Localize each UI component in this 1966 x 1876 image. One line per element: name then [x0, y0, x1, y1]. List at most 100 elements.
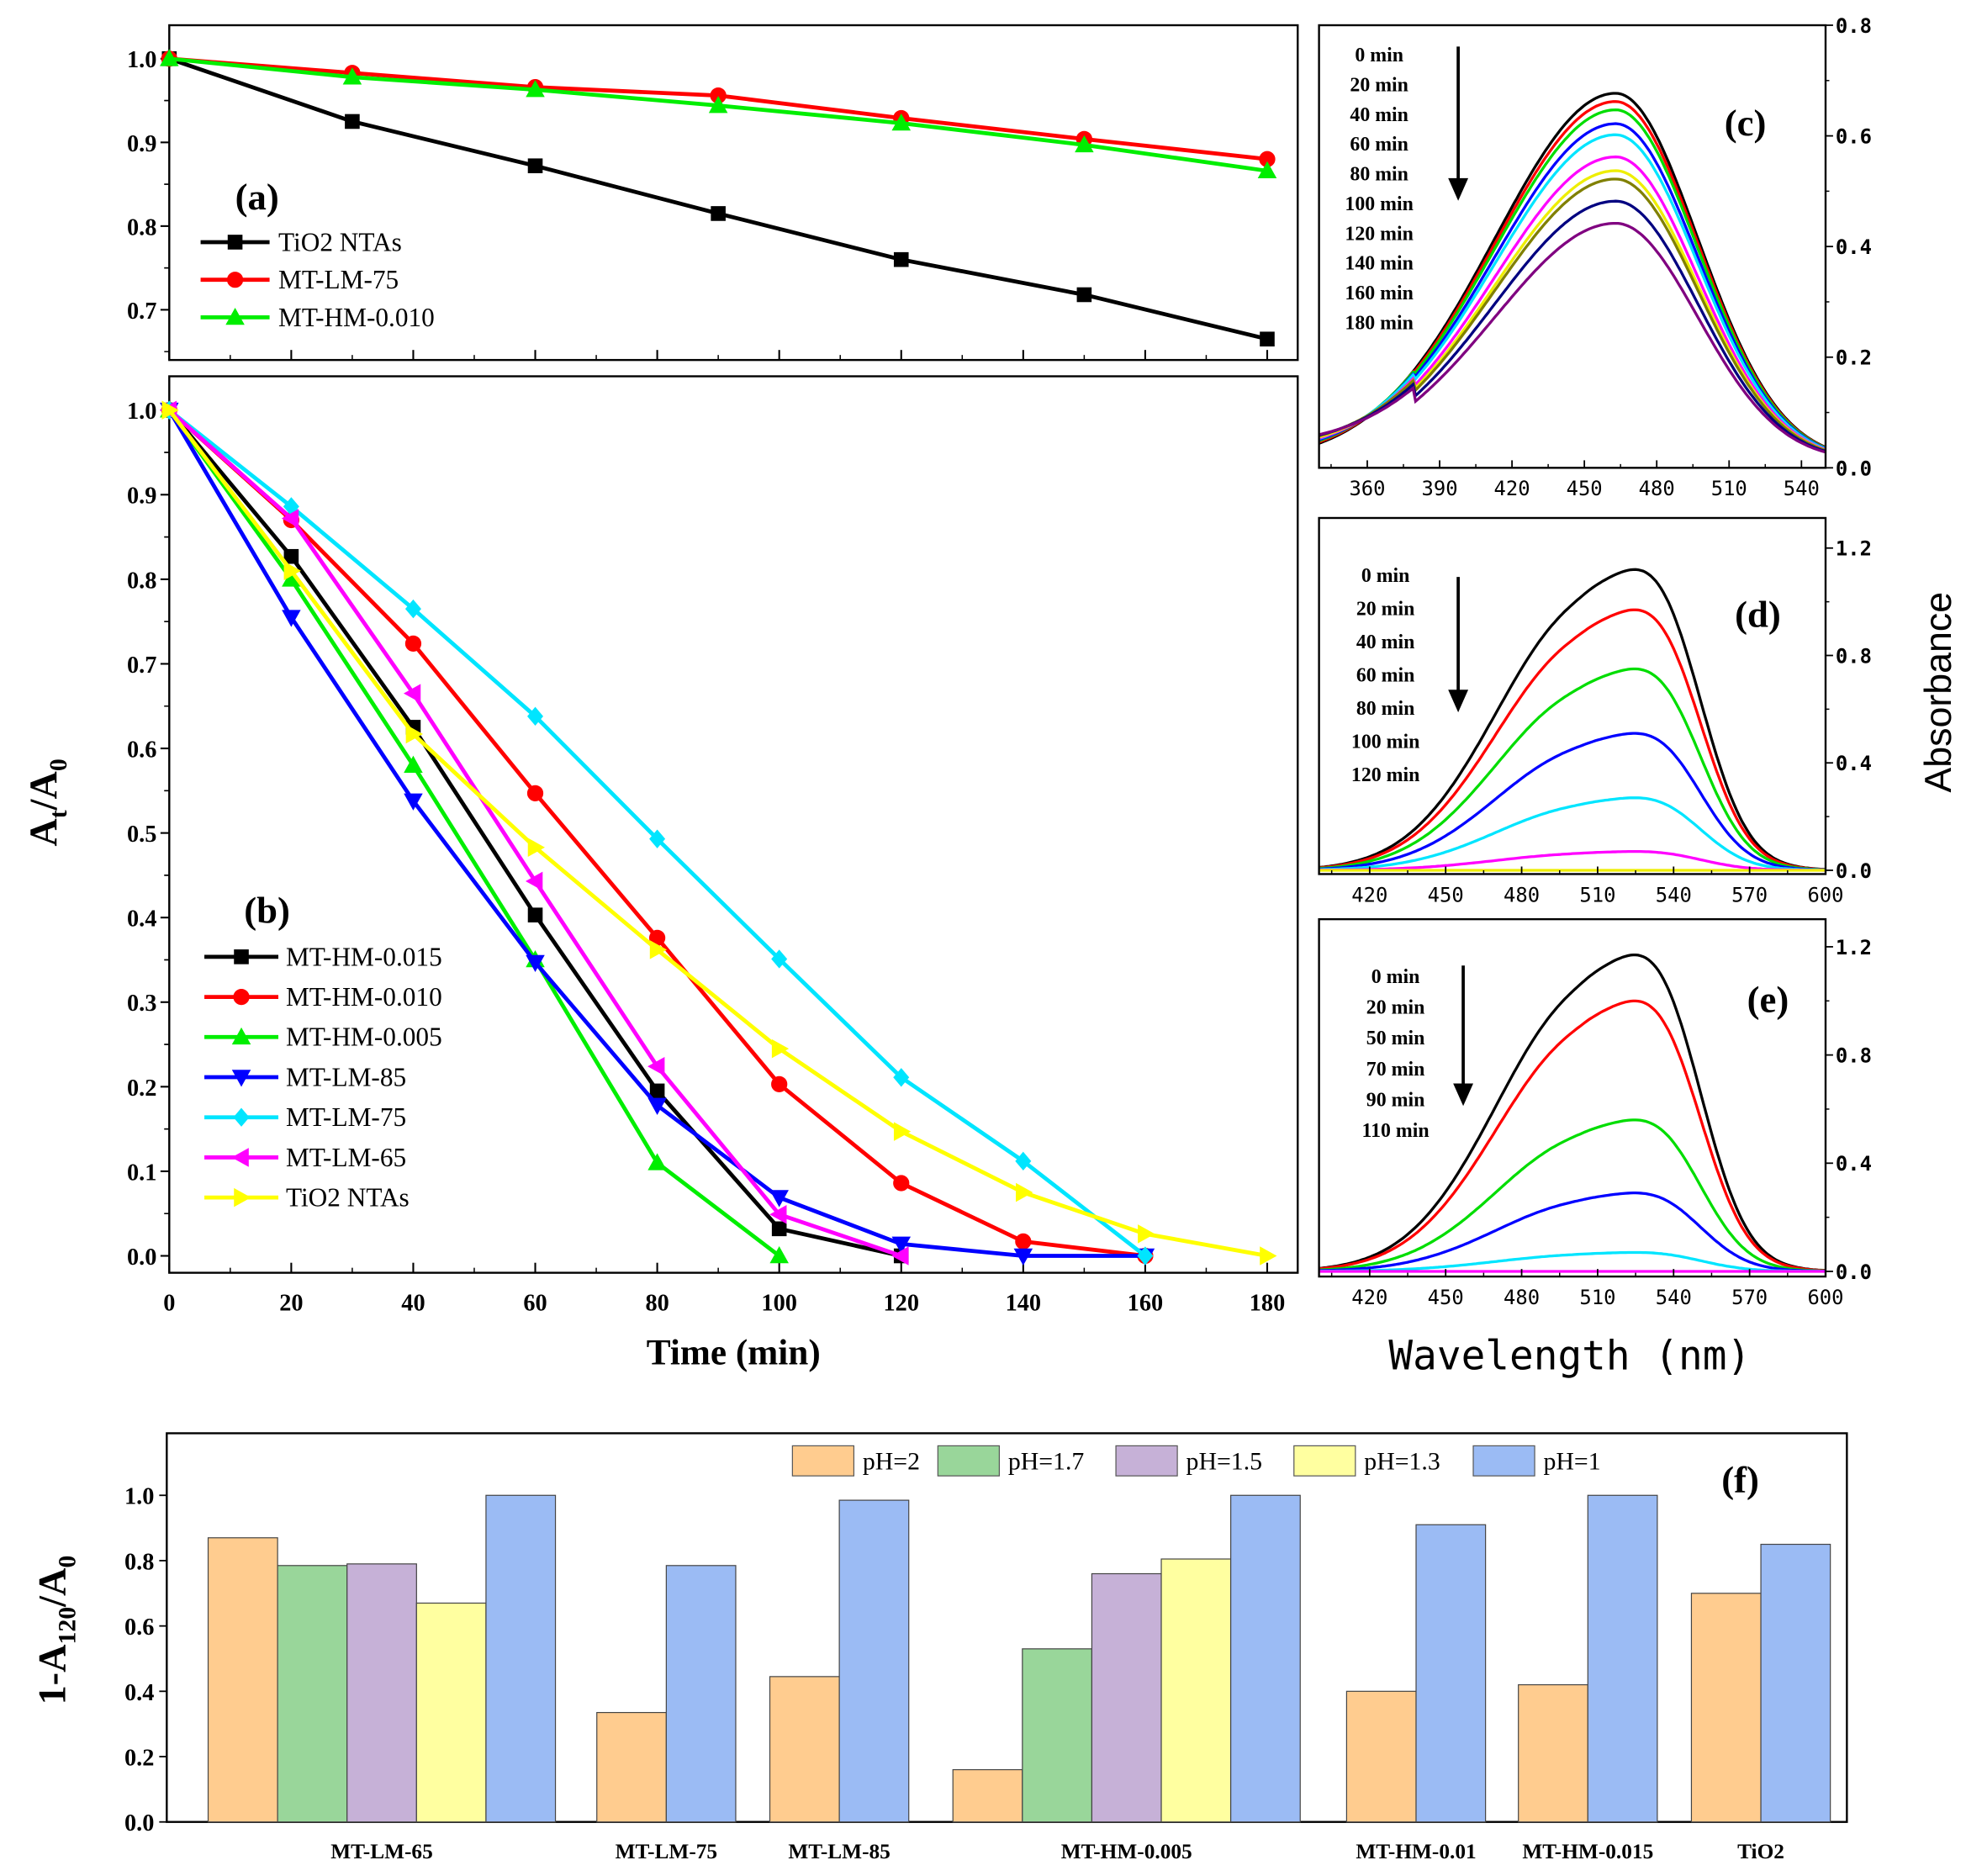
time-label: 80 min: [1356, 698, 1415, 720]
bar: [415, 1602, 487, 1823]
legend-label: MT-HM-0.005: [286, 1023, 442, 1052]
data-point: [405, 724, 423, 744]
y-axis-title-part: 0: [45, 758, 72, 771]
legend-label: TiO2 NTAs: [278, 227, 402, 256]
legend-item: pH=1.5: [1115, 1445, 1262, 1477]
time-label: 120 min: [1345, 223, 1413, 245]
category-label: MT-HM-0.005: [1061, 1840, 1192, 1863]
x-axis: 360 390 420 450 480 510 540: [1330, 460, 1820, 500]
y-axis-title-part: A: [22, 818, 65, 847]
bar: [596, 1711, 667, 1823]
plot-frame: [168, 375, 1299, 1274]
spectrum-line: [1319, 1191, 1826, 1273]
legend-label: MT-LM-65: [286, 1143, 406, 1172]
x-tick-label: 570: [1731, 883, 1768, 906]
y-tick-label: 0.2: [127, 1075, 156, 1102]
data-point: [893, 1175, 910, 1192]
legend-item: pH=1.3: [1293, 1445, 1440, 1477]
y-tick-label: 0.7: [127, 299, 156, 325]
legend-label: MT-HM-0.015: [286, 942, 442, 971]
y-tick-label: 0.8: [127, 568, 156, 594]
data-point: [769, 1204, 787, 1224]
data-point: [403, 684, 421, 703]
panel-label: (c): [1725, 102, 1767, 144]
x-tick-label: 360: [1349, 477, 1385, 500]
y-tick-label: 0.8: [1836, 14, 1872, 38]
y-tick-label: 0.4: [124, 1680, 154, 1706]
data-point: [527, 158, 543, 174]
y-axis: 0.0 0.2 0.4 0.6 0.8 1.0: [124, 1484, 167, 1836]
arrow-down-icon: [1448, 577, 1469, 713]
y-axis-title-part: /A: [31, 1567, 74, 1608]
data-point: [771, 1038, 790, 1059]
series-line: [167, 409, 781, 1258]
panel-label: (f): [1721, 1459, 1759, 1501]
data-point: [893, 251, 909, 267]
data-point: [527, 706, 544, 726]
data-point: [234, 949, 249, 964]
category-label: MT-HM-0.01: [1356, 1840, 1476, 1863]
legend: TiO2 NTAs MT-LM-75 MT-HM-0.010: [200, 227, 435, 332]
x-tick-label: 480: [1504, 883, 1540, 906]
plot-frame: [168, 24, 1299, 362]
plot-frame: [1318, 917, 1827, 1278]
legend-item: pH=1: [1472, 1445, 1601, 1477]
y-tick-label: 1.0: [127, 399, 156, 425]
data-point: [647, 1056, 665, 1076]
bar: [346, 1563, 417, 1823]
x-tick-label: 420: [1494, 477, 1530, 500]
data-point: [345, 114, 360, 129]
time-label: 50 min: [1366, 1028, 1425, 1049]
data-point: [769, 1190, 789, 1208]
x-axis-title: Time (min): [647, 1332, 821, 1372]
legend-label: pH=1: [1544, 1448, 1601, 1476]
x-tick-label: 510: [1711, 477, 1747, 500]
x-tick-label: 540: [1656, 883, 1692, 906]
spectrum-line: [1319, 732, 1826, 872]
time-legend: 0 min 20 min 40 min 60 min 80 min 100 min 120 …: [1345, 45, 1413, 334]
bar: [952, 1768, 1023, 1823]
time-label: 40 min: [1356, 631, 1415, 653]
x-tick-label: 450: [1428, 1286, 1464, 1309]
time-label: 70 min: [1366, 1059, 1425, 1081]
legend-item: TiO2 NTAs: [204, 1183, 410, 1213]
y-tick-label: 0.5: [127, 822, 156, 848]
legend-item: MT-HM-0.015: [204, 942, 442, 971]
x-tick-label: 600: [1807, 1286, 1843, 1309]
bar: [665, 1565, 737, 1823]
legend-item: MT-LM-75: [204, 1102, 406, 1132]
panel-a: 0.7 0.8 0.9 1.0 TiO2 NTAs MT-LM-75 MT-HM-0.010…: [127, 24, 1299, 362]
y-tick-label: 0.6: [127, 737, 156, 763]
data-point: [891, 113, 912, 131]
legend-item: MT-HM-0.010: [200, 303, 435, 332]
data-point: [233, 988, 250, 1006]
y-tick-label: 0.0: [1836, 457, 1872, 480]
panel-c: 360 390 420 450 480 510 540 0.0 0.2 0.4 0.6 0.8 0 mi…: [1318, 14, 1872, 500]
x-tick-label: 570: [1731, 1286, 1768, 1309]
x-tick-label: 60: [523, 1290, 547, 1316]
data-point: [1260, 1246, 1277, 1266]
data-point: [893, 1068, 910, 1087]
y-axis-title-part: 1-A: [31, 1644, 74, 1705]
data-point: [649, 940, 668, 959]
spectrum-line: [1319, 953, 1826, 1272]
category-label: MT-HM-0.015: [1522, 1840, 1653, 1863]
x-tick-label: 510: [1579, 1286, 1615, 1309]
bar: [1230, 1494, 1301, 1823]
panel-label: (b): [244, 890, 290, 932]
legend-item: MT-HM-0.010: [204, 982, 442, 1012]
x-tick-label: 80: [645, 1290, 669, 1316]
y-tick-label: 1.2: [1836, 537, 1872, 561]
bar: [1518, 1683, 1588, 1823]
data-point: [1137, 1246, 1154, 1266]
arrow-down-icon: [1448, 46, 1469, 201]
y-tick-label: 0.2: [1836, 346, 1872, 370]
legend-item: MT-LM-65: [204, 1143, 406, 1172]
y-tick-label: 0.6: [1836, 125, 1872, 149]
data-point: [1138, 1224, 1155, 1244]
y-axis-title-part: t: [45, 810, 72, 818]
data-point: [160, 49, 179, 66]
y-tick-label: 1.0: [124, 1484, 154, 1510]
data-point: [1016, 1182, 1033, 1202]
y-tick-label: 0.0: [124, 1810, 154, 1836]
